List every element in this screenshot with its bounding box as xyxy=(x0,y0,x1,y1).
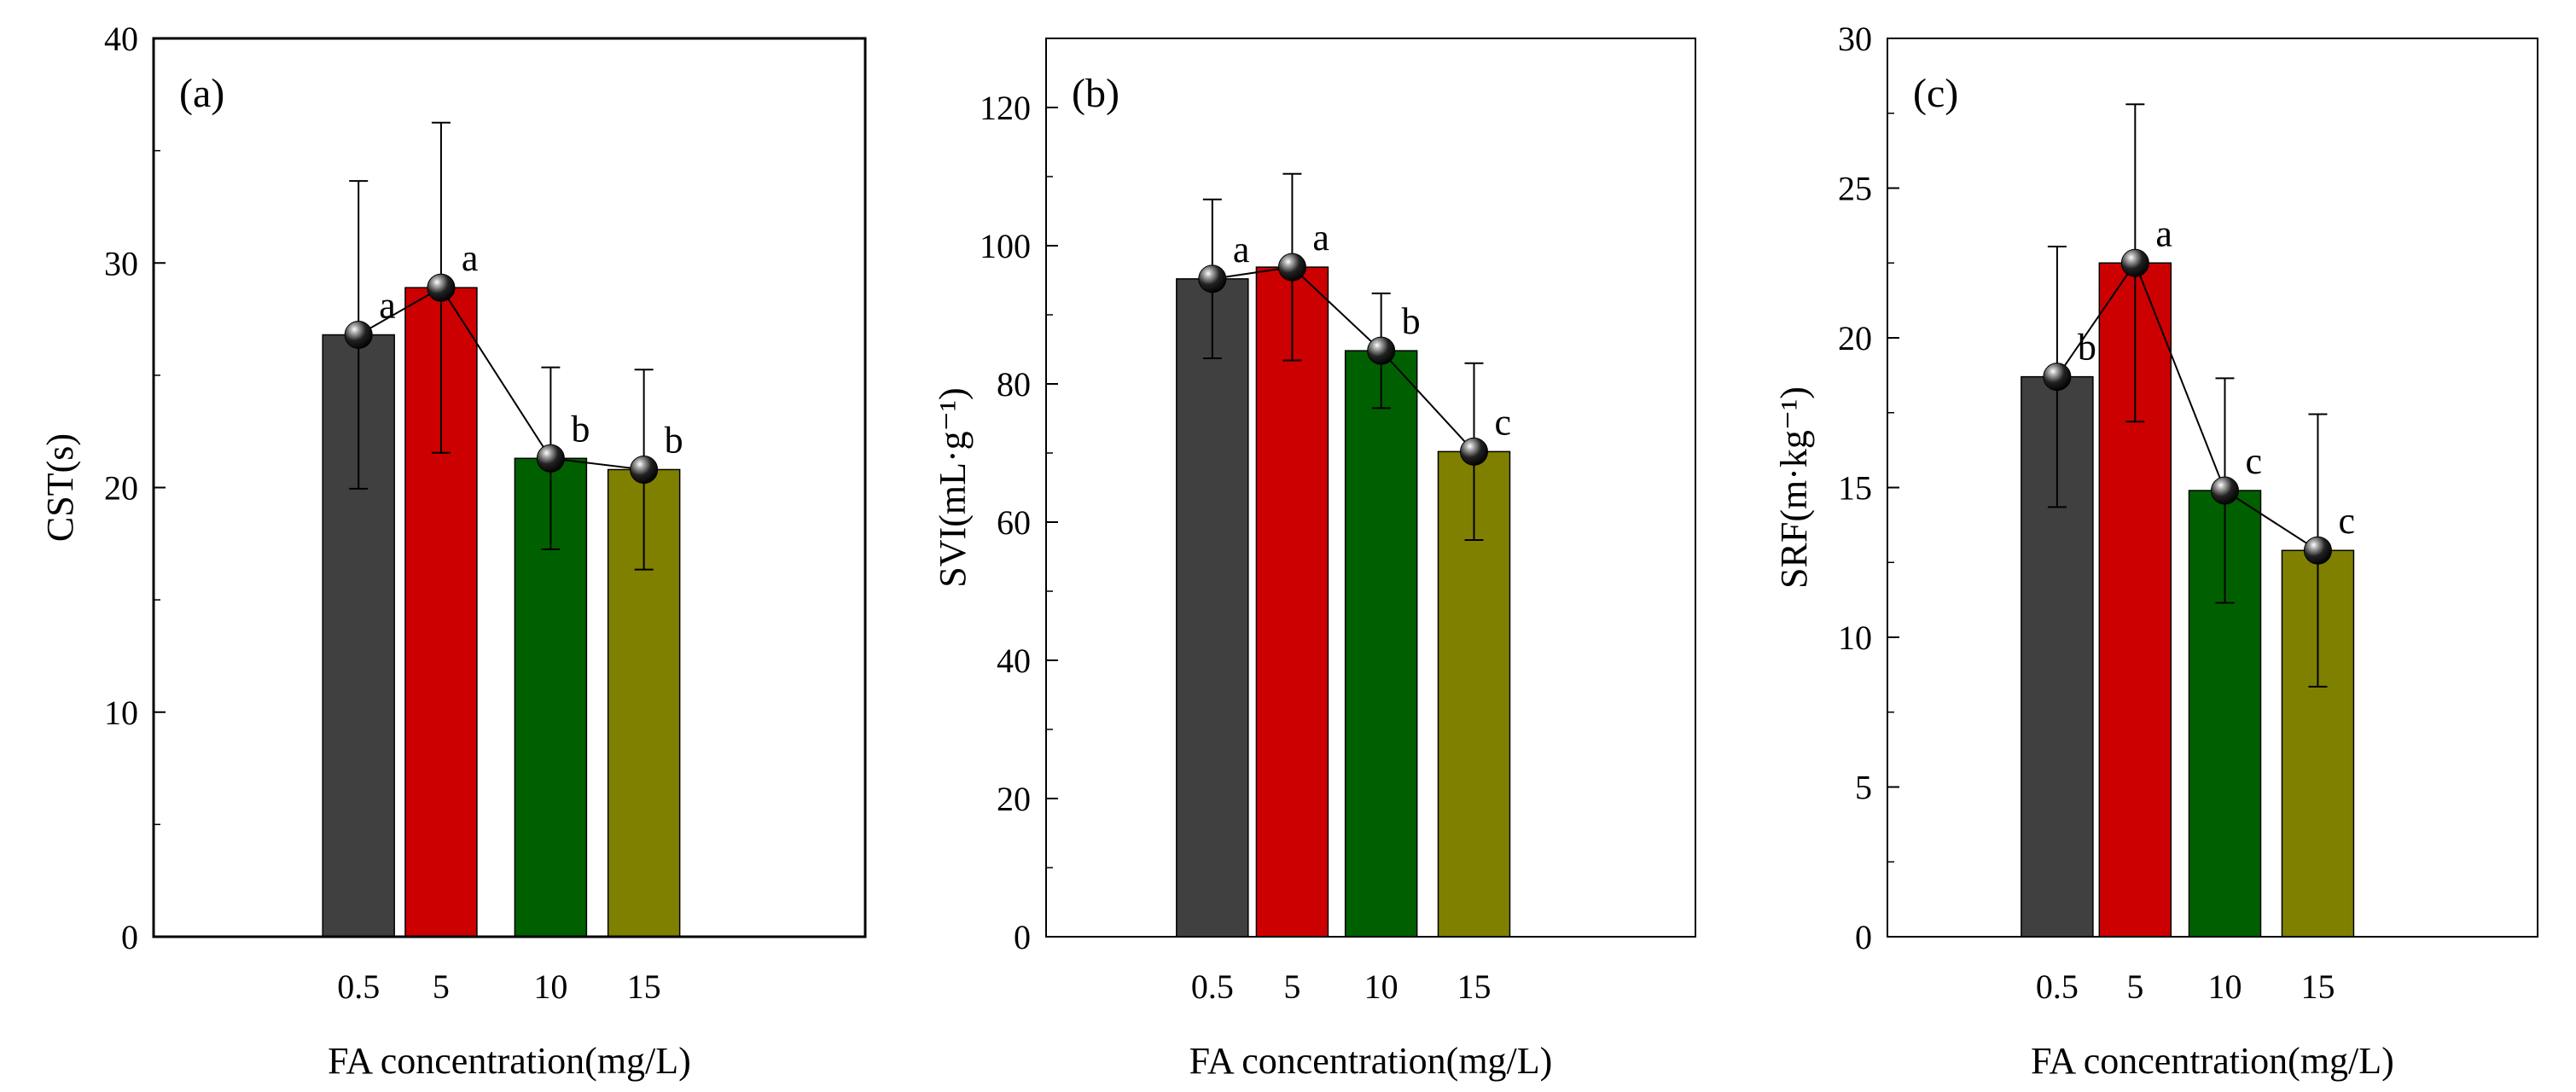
chart-panel-c: b a c c 0 5 10 15 20 25 30 0.5 5 10 15 (c) SRF(m·kg⁻… xyxy=(1773,20,2538,1082)
trend-line-a xyxy=(358,286,644,471)
marker-c-1 xyxy=(2120,248,2149,277)
marker-a-2 xyxy=(536,444,565,473)
y-tick-label-b-2: 40 xyxy=(997,642,1031,680)
y-tick-label-b-4: 80 xyxy=(997,365,1031,404)
y-tick-label-a-4: 40 xyxy=(104,20,138,58)
x-axis-a: 0.5 5 10 15 xyxy=(337,967,660,1006)
letters-b: a a b c xyxy=(1233,217,1511,443)
y-tick-label-b-5: 100 xyxy=(980,227,1031,265)
bars-c xyxy=(2021,262,2355,938)
plot-frame-b xyxy=(1045,38,1696,938)
panel-label-b: (b) xyxy=(1072,71,1119,116)
y-tick-label-c-1: 5 xyxy=(1855,769,1872,807)
y-tick-label-b-1: 20 xyxy=(997,780,1031,818)
y-tick-label-c-5: 25 xyxy=(1838,170,1872,208)
significance-letter-c-1: a xyxy=(2155,212,2172,254)
significance-letter-c-0: b xyxy=(2078,327,2096,369)
x-axis-title-a: FA concentration(mg/L) xyxy=(328,1040,691,1082)
x-tick-label-c-0: 0.5 xyxy=(2036,967,2079,1006)
x-tick-label-a-1: 5 xyxy=(433,967,450,1006)
y-axis-a: 0 10 20 30 40 xyxy=(104,20,166,956)
marker-b-3 xyxy=(1459,437,1488,466)
marker-c-2 xyxy=(2210,476,2239,505)
chart-panel-b: a a b c 0 20 40 60 80 100 120 0.5 5 10 15 (b) SVI(mL… xyxy=(932,38,1696,1082)
bar-b-0 xyxy=(1176,278,1249,938)
x-tick-label-b-0: 0.5 xyxy=(1191,967,1234,1006)
trend-a xyxy=(344,273,659,484)
y-tick-label-a-2: 20 xyxy=(104,469,138,508)
significance-letter-b-3: c xyxy=(1494,401,1511,443)
y-axis-title-b: SVI(mL·g⁻¹) xyxy=(932,387,974,587)
trend-line-b xyxy=(1212,266,1475,453)
significance-letter-b-2: b xyxy=(1402,300,1421,342)
significance-letter-a-3: b xyxy=(665,419,683,461)
y-axis-b: 0 20 40 60 80 100 120 xyxy=(980,89,1058,956)
x-tick-label-a-0: 0.5 xyxy=(337,967,380,1006)
y-tick-label-b-0: 0 xyxy=(1014,918,1031,956)
panel-label-c: (c) xyxy=(1913,71,1958,116)
x-tick-label-b-3: 15 xyxy=(1457,967,1491,1006)
marker-b-2 xyxy=(1367,336,1396,365)
x-tick-label-b-2: 10 xyxy=(1364,967,1398,1006)
significance-letter-a-2: b xyxy=(571,408,590,450)
significance-letter-a-1: a xyxy=(462,237,479,279)
x-tick-label-c-1: 5 xyxy=(2126,967,2143,1006)
significance-letter-a-0: a xyxy=(379,284,396,326)
significance-letter-c-2: c xyxy=(2245,440,2262,482)
significance-letter-b-0: a xyxy=(1233,229,1250,270)
plot-frame-a xyxy=(152,37,867,938)
bars-b xyxy=(1176,266,1511,938)
panel-label-a: (a) xyxy=(179,71,224,116)
y-axis-title-c: SRF(m·kg⁻¹) xyxy=(1773,386,1815,589)
marker-a-3 xyxy=(630,455,659,484)
y-tick-label-c-2: 10 xyxy=(1838,619,1872,657)
x-axis-c: 0.5 5 10 15 xyxy=(2036,967,2335,1006)
marker-b-0 xyxy=(1198,264,1227,293)
y-axis-c: 0 5 10 15 20 25 30 xyxy=(1838,20,1899,956)
x-tick-label-b-1: 5 xyxy=(1283,967,1300,1006)
x-tick-label-c-2: 10 xyxy=(2207,967,2242,1006)
marker-b-1 xyxy=(1277,253,1306,282)
bars-a xyxy=(322,287,681,938)
trend-b xyxy=(1198,253,1488,466)
x-axis-title-c: FA concentration(mg/L) xyxy=(2031,1040,2394,1082)
significance-letter-c-3: c xyxy=(2338,500,2355,542)
y-tick-label-c-0: 0 xyxy=(1855,918,1872,956)
y-tick-label-a-0: 0 xyxy=(121,918,138,956)
letters-c: b a c c xyxy=(2078,212,2355,542)
y-axis-title-a: CST(s) xyxy=(39,433,81,542)
marker-c-3 xyxy=(2303,536,2332,565)
x-axis-b: 0.5 5 10 15 xyxy=(1191,967,1492,1006)
x-tick-label-a-3: 15 xyxy=(627,967,661,1006)
marker-c-0 xyxy=(2043,363,2072,392)
y-tick-label-b-3: 60 xyxy=(997,503,1031,542)
bar-b-1 xyxy=(1255,266,1329,938)
x-tick-label-c-3: 15 xyxy=(2300,967,2335,1006)
y-tick-label-c-3: 15 xyxy=(1838,469,1872,508)
marker-a-0 xyxy=(344,320,373,349)
significance-letter-b-1: a xyxy=(1312,217,1329,258)
trend-line-c xyxy=(2056,261,2318,552)
y-tick-label-a-3: 30 xyxy=(104,244,138,282)
x-axis-title-b: FA concentration(mg/L) xyxy=(1189,1040,1553,1082)
x-tick-label-a-2: 10 xyxy=(533,967,567,1006)
trend-c xyxy=(2043,248,2332,565)
bar-b-2 xyxy=(1344,350,1418,938)
y-tick-label-b-6: 120 xyxy=(980,89,1031,127)
y-tick-label-a-1: 10 xyxy=(104,694,138,732)
plot-frame-c xyxy=(1887,38,2538,938)
letters-a: a a b b xyxy=(379,237,683,461)
y-tick-label-c-6: 30 xyxy=(1838,20,1872,58)
chart-panel-a: a a b b 0 10 20 30 40 0.5 5 10 15 (a) CST(s) FA co… xyxy=(39,20,867,1082)
y-tick-label-c-4: 20 xyxy=(1838,319,1872,357)
marker-a-1 xyxy=(427,273,456,302)
